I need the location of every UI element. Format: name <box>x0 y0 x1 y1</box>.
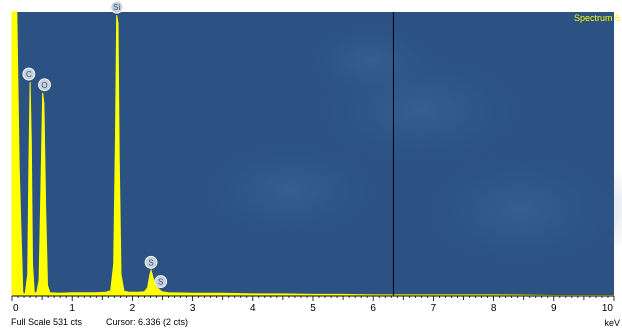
peak-labels: CO Si S S <box>22 0 168 288</box>
peak-marker-si: Si <box>110 0 124 14</box>
background-texture <box>400 140 622 280</box>
x-tick-label: 0 <box>13 303 19 314</box>
peak-marker-circle <box>144 255 158 269</box>
peak-label: S <box>148 258 153 267</box>
plot-area <box>12 12 622 296</box>
spectrum-series <box>11 11 615 297</box>
x-tick-label: 2 <box>130 303 136 314</box>
peak-label: S <box>158 278 163 287</box>
peak-marker-circle <box>154 275 168 288</box>
background-texture <box>290 15 450 105</box>
x-tick-label: 10 <box>602 303 614 314</box>
x-tick-label: 6 <box>370 303 376 314</box>
peak-marker-s: S <box>154 275 168 288</box>
spectrum-trace <box>11 11 615 297</box>
peak-marker-circle <box>38 78 51 92</box>
x-tick-label: 4 <box>250 303 256 314</box>
x-tick-label: 5 <box>310 303 316 314</box>
peak-marker-c: C <box>22 67 36 81</box>
x-tick-label: 7 <box>431 303 437 314</box>
cursor-readout: Cursor: 6.336 (2 cts) <box>106 317 188 327</box>
x-tick-label: 8 <box>491 303 497 314</box>
peak-marker-circle <box>110 0 124 14</box>
peak-label: Si <box>113 3 120 12</box>
peak-marker-s: S <box>144 255 158 269</box>
peak-label: O <box>41 81 47 90</box>
spectrum-title: Spectrum 5 <box>574 13 620 23</box>
x-tick-label: 1 <box>69 303 75 314</box>
peak-label: C <box>26 70 32 79</box>
peak-marker-o: O <box>38 78 51 92</box>
peak-marker-circle <box>22 67 36 81</box>
x-tick-label: 3 <box>190 303 196 314</box>
full-scale-readout: Full Scale 531 cts <box>11 317 83 327</box>
x-tick-label: 9 <box>551 303 557 314</box>
x-axis: 0 1 2 3 4 5 6 7 8 9 10 keV <box>11 295 620 328</box>
x-axis-unit: keV <box>604 318 620 328</box>
